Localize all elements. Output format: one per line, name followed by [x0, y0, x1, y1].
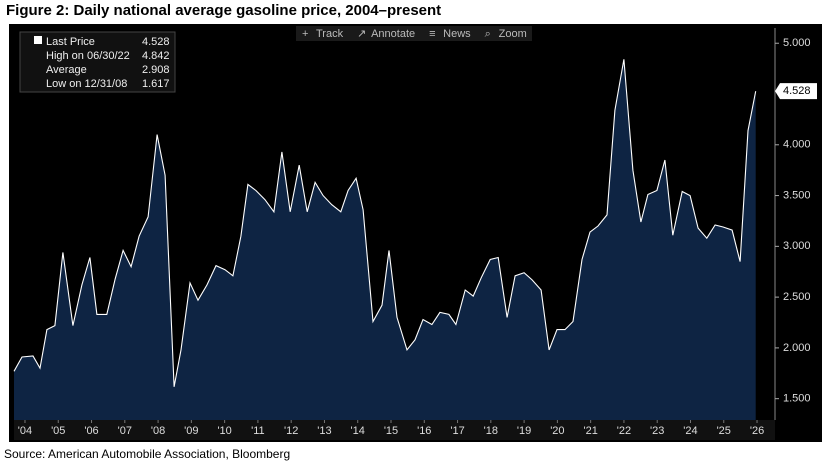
x-tick-label: '04	[18, 425, 32, 437]
x-tick-label: '07	[118, 425, 132, 437]
stat-label: High on 06/30/22	[46, 50, 130, 62]
x-tick-label: '06	[84, 425, 98, 437]
last-price-tag	[775, 83, 817, 100]
x-tick-label: '19	[517, 425, 531, 437]
stat-label: Last Price	[46, 36, 95, 48]
x-tick-label: '25	[717, 425, 731, 437]
x-tick-label: '17	[450, 425, 464, 437]
chart-title: Figure 2: Daily national average gasolin…	[6, 2, 441, 19]
x-axis-strip	[14, 420, 775, 440]
x-tick-label: '20	[550, 425, 564, 437]
x-tick-label: '26	[750, 425, 764, 437]
area-fill	[14, 59, 756, 421]
toolbar-icon: ≡	[429, 28, 435, 40]
x-tick-label: '16	[417, 425, 431, 437]
stat-label: Low on 12/31/08	[46, 78, 127, 90]
x-tick-label: '18	[484, 425, 498, 437]
y-tick-label: 5.000	[783, 37, 811, 49]
x-tick-label: '24	[683, 425, 697, 437]
x-tick-label: '13	[317, 425, 331, 437]
y-tick-label: 3.000	[783, 240, 811, 252]
y-tick-label: 2.500	[783, 291, 811, 303]
stat-label: Average	[46, 64, 87, 76]
y-tick-label: 4.000	[783, 139, 811, 151]
toolbar-icon: +	[302, 28, 308, 40]
x-tick-label: '12	[284, 425, 298, 437]
y-tick-label: 3.500	[783, 189, 811, 201]
toolbar-icon: ↗	[357, 28, 366, 40]
x-tick-label: '10	[217, 425, 231, 437]
price-line	[13, 59, 757, 387]
y-tick-label: 1.500	[783, 393, 811, 405]
toolbar-button[interactable]: Zoom	[499, 28, 527, 40]
last-price-swatch	[34, 36, 42, 44]
toolbar	[296, 26, 532, 41]
stat-value: 4.528	[142, 36, 170, 48]
x-tick-label: '08	[151, 425, 165, 437]
toolbar-button[interactable]: News	[443, 28, 471, 40]
x-tick-label: '15	[384, 425, 398, 437]
stat-value: 1.617	[142, 78, 170, 90]
toolbar-icon: ⌕	[485, 28, 491, 40]
stats-box	[19, 31, 176, 93]
x-tick-label: '22	[617, 425, 631, 437]
toolbar-button[interactable]: Track	[316, 28, 344, 40]
x-tick-label: '09	[184, 425, 198, 437]
x-tick-label: '23	[650, 425, 664, 437]
y-tick-label: 2.000	[783, 342, 811, 354]
stat-value: 4.842	[142, 50, 170, 62]
toolbar-button[interactable]: Annotate	[371, 28, 415, 40]
last-price-label: 4.528	[783, 85, 811, 97]
stat-value: 2.908	[142, 64, 170, 76]
x-tick-label: '05	[51, 425, 65, 437]
x-tick-label: '14	[351, 425, 365, 437]
x-tick-label: '21	[583, 425, 597, 437]
x-tick-label: '11	[251, 425, 265, 437]
source-note: Source: American Automobile Association,…	[4, 447, 290, 461]
